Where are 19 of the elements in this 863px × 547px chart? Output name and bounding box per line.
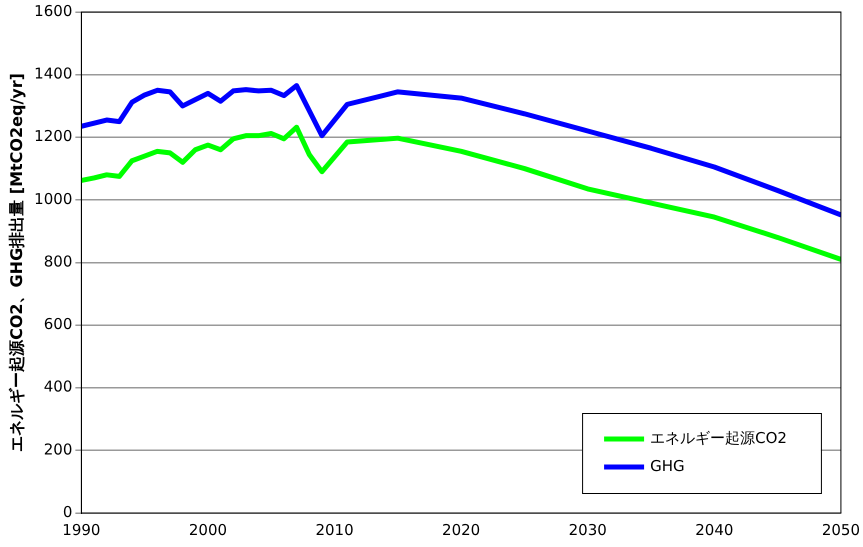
y-tick-label: 800 (44, 252, 72, 270)
x-tick-label: 2030 (568, 520, 607, 539)
y-tick-label: 400 (44, 378, 72, 396)
x-tick-label: 2000 (188, 520, 228, 539)
x-tick-label: 2050 (822, 520, 860, 539)
y-tick-label: 200 (44, 440, 72, 458)
x-tick-label: 1990 (62, 520, 100, 539)
x-tick-label: 2020 (442, 520, 480, 539)
y-tick-label: 1200 (34, 127, 72, 146)
x-tick-label: 2040 (695, 520, 734, 539)
x-tick-label: 2010 (315, 520, 354, 539)
y-tick-label: 600 (44, 315, 72, 334)
legend-label: GHG (650, 456, 685, 475)
y-axis-title: エネルギー起源CO2、GHG排出量 [MtCO2eq/yr] (6, 73, 26, 452)
y-tick-label: 1400 (34, 64, 72, 83)
legend-label: エネルギー起源CO2 (650, 428, 787, 447)
y-tick-label: 1000 (34, 190, 72, 208)
y-tick-label: 0 (62, 502, 72, 521)
y-tick-label: 1600 (34, 2, 72, 20)
